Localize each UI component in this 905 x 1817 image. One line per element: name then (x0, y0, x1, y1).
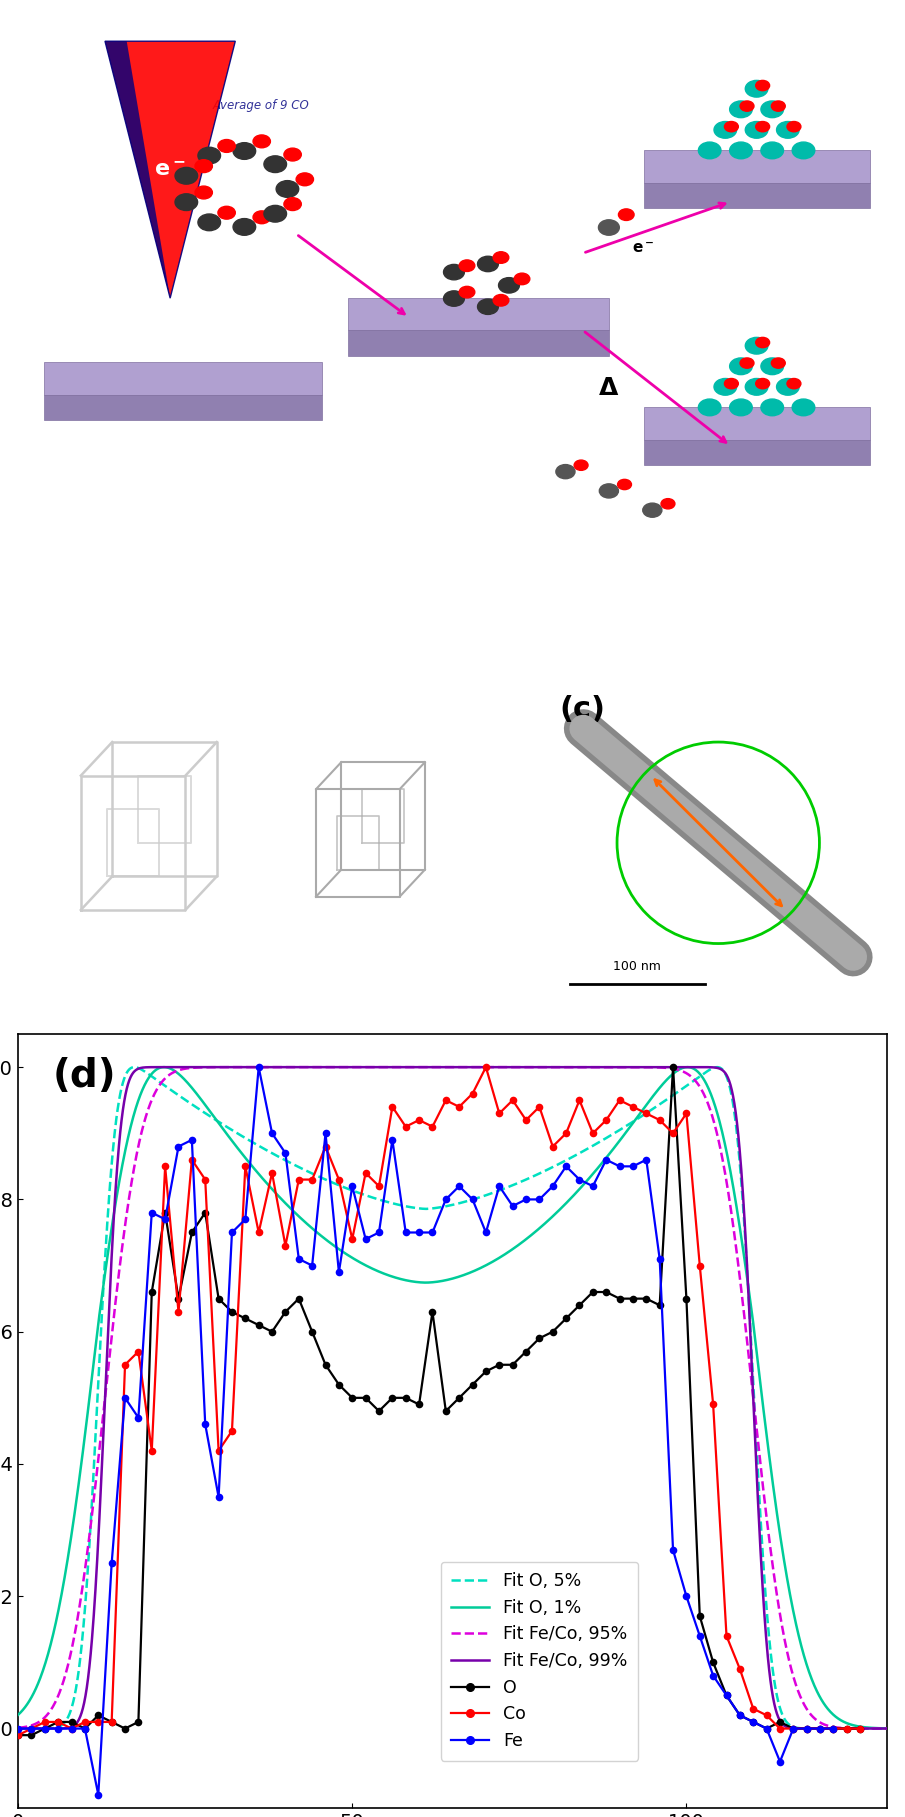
Circle shape (661, 498, 675, 509)
Circle shape (264, 156, 287, 173)
Circle shape (175, 167, 197, 184)
Circle shape (198, 214, 221, 231)
Circle shape (792, 400, 814, 416)
Polygon shape (105, 42, 170, 298)
Circle shape (729, 400, 752, 416)
Polygon shape (44, 362, 322, 394)
Circle shape (729, 142, 752, 158)
Legend: Fit O, 5%, Fit O, 1%, Fit Fe/Co, 95%, Fit Fe/Co, 99%, O, Co, Fe: Fit O, 5%, Fit O, 1%, Fit Fe/Co, 95%, Fi… (441, 1561, 638, 1761)
Text: $\mathbf{e^-}$: $\mathbf{e^-}$ (155, 160, 186, 180)
Circle shape (724, 122, 738, 133)
Text: (c): (c) (559, 696, 605, 723)
Circle shape (284, 198, 301, 211)
Circle shape (218, 207, 235, 220)
Text: 1 $\mu$m: 1 $\mu$m (83, 943, 120, 961)
Polygon shape (44, 394, 322, 420)
Circle shape (175, 194, 197, 211)
Circle shape (729, 102, 752, 118)
Circle shape (218, 140, 235, 153)
Circle shape (699, 142, 721, 158)
Circle shape (493, 253, 509, 263)
Text: (b): (b) (24, 696, 73, 723)
Circle shape (643, 503, 662, 518)
Circle shape (443, 291, 464, 307)
Circle shape (233, 144, 255, 160)
Circle shape (253, 211, 271, 223)
Circle shape (198, 147, 221, 164)
Circle shape (459, 260, 475, 271)
Circle shape (761, 142, 784, 158)
Circle shape (792, 142, 814, 158)
Circle shape (756, 338, 769, 347)
Circle shape (756, 378, 769, 389)
Polygon shape (348, 331, 609, 356)
Circle shape (276, 180, 299, 198)
Polygon shape (348, 298, 609, 331)
Circle shape (746, 122, 767, 138)
Circle shape (459, 287, 475, 298)
Circle shape (776, 122, 799, 138)
Circle shape (233, 218, 255, 234)
Text: (d): (d) (52, 1057, 117, 1096)
Circle shape (746, 378, 767, 394)
Circle shape (284, 149, 301, 162)
Circle shape (787, 378, 801, 389)
Polygon shape (643, 407, 870, 440)
Circle shape (756, 80, 769, 91)
Text: $\mathbf{\Delta}$: $\mathbf{\Delta}$ (598, 376, 620, 400)
Circle shape (761, 358, 784, 374)
Circle shape (746, 338, 767, 354)
Circle shape (478, 300, 499, 314)
Circle shape (761, 400, 784, 416)
Circle shape (699, 400, 721, 416)
Polygon shape (643, 182, 870, 209)
Circle shape (264, 205, 287, 222)
Circle shape (740, 358, 754, 369)
Circle shape (724, 378, 738, 389)
Circle shape (493, 294, 509, 305)
Circle shape (499, 278, 519, 293)
Circle shape (296, 173, 313, 185)
Circle shape (195, 160, 213, 173)
Polygon shape (643, 440, 870, 465)
Polygon shape (105, 42, 235, 298)
Polygon shape (643, 151, 870, 182)
Circle shape (617, 480, 632, 489)
Circle shape (253, 134, 271, 147)
Text: Average of 9 CO: Average of 9 CO (213, 98, 310, 113)
Circle shape (756, 122, 769, 133)
Circle shape (761, 102, 784, 118)
Circle shape (556, 465, 575, 478)
Circle shape (714, 122, 737, 138)
Circle shape (598, 220, 619, 234)
Circle shape (729, 358, 752, 374)
Circle shape (195, 185, 213, 198)
Circle shape (574, 460, 588, 471)
Circle shape (618, 209, 634, 220)
Circle shape (514, 273, 529, 285)
Circle shape (714, 378, 737, 394)
Circle shape (443, 265, 464, 280)
Text: 100 nm: 100 nm (614, 961, 662, 974)
Circle shape (787, 122, 801, 133)
Circle shape (478, 256, 499, 273)
Circle shape (771, 102, 786, 111)
Circle shape (746, 80, 767, 96)
Circle shape (740, 102, 754, 111)
Circle shape (599, 483, 618, 498)
Circle shape (771, 358, 786, 369)
Circle shape (776, 378, 799, 394)
Text: $\mathbf{e^-}$: $\mathbf{e^-}$ (633, 242, 655, 256)
